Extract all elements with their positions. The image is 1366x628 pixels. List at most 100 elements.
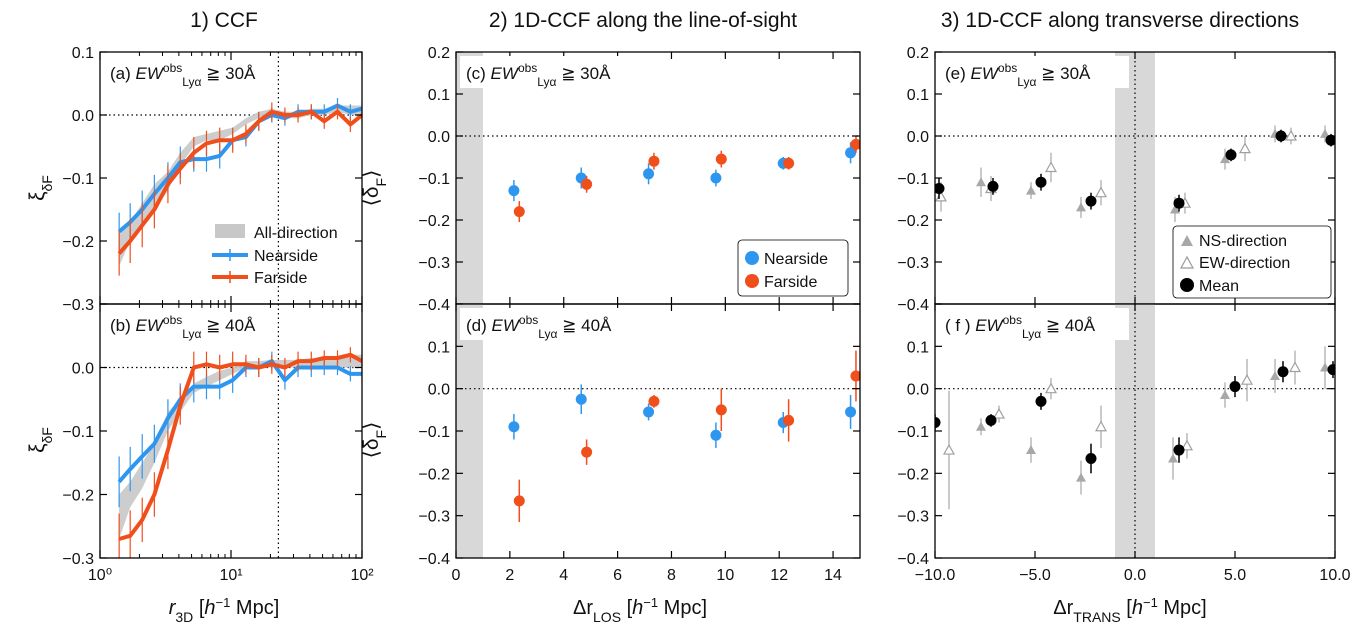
series-line — [118, 352, 362, 541]
data-point — [1327, 364, 1335, 376]
y-tick-label: −0.2 — [418, 213, 450, 230]
data-point — [976, 421, 986, 431]
legend-farside-marker — [745, 274, 759, 288]
data-point — [508, 421, 520, 433]
panel-label: (d) EWobsLyα ≧ 40Å — [466, 313, 612, 341]
data-point — [1320, 128, 1330, 138]
data-point — [935, 417, 941, 429]
series-farside — [513, 136, 860, 223]
data-point — [1173, 444, 1185, 456]
plot-frame — [99, 51, 363, 305]
data-point — [1220, 154, 1230, 164]
x-tick-label: −10.0 — [915, 567, 956, 584]
series-farside — [513, 350, 860, 523]
y-tick-label: −0.2 — [897, 213, 929, 230]
legend-label-farside: Farside — [764, 274, 817, 291]
y-tick-label: 0.0 — [428, 382, 450, 399]
data-point — [992, 407, 1006, 419]
xlabel-col2: ΔrLOS [h−1 Mpc] — [573, 595, 707, 626]
data-point — [1044, 161, 1058, 173]
xlabel-col1: r3D [h−1 Mpc] — [169, 595, 280, 626]
data-point — [1085, 453, 1097, 465]
ylabel-col1-bottom: ξδF — [26, 427, 55, 453]
series-ew-direction — [942, 350, 1302, 510]
x-tick-label: 0.0 — [1124, 567, 1146, 584]
plot-area — [100, 304, 362, 558]
data-point — [710, 429, 722, 441]
plot-area — [100, 52, 362, 304]
series-nearside — [508, 142, 857, 202]
y-tick-label: −0.1 — [62, 171, 94, 188]
legend-label-ns: NS-direction — [1199, 233, 1287, 250]
data-point — [648, 155, 660, 167]
data-point — [1035, 395, 1047, 407]
x-tick-label: −5.0 — [1019, 567, 1051, 584]
panel-label: (b) EWobsLyα ≧ 40Å — [110, 313, 256, 341]
data-point — [715, 404, 727, 416]
legend-label-ew: EW-direction — [1199, 255, 1290, 272]
data-point — [1220, 390, 1230, 400]
data-point — [581, 446, 593, 458]
y-tick-label: −0.1 — [897, 171, 929, 188]
legend-col2: Nearside Farside — [737, 239, 849, 297]
legend-band-swatch — [215, 224, 245, 238]
legend-col3: NS-direction EW-direction Mean — [1172, 225, 1332, 299]
data-point — [508, 185, 520, 197]
data-point — [1170, 204, 1180, 214]
series-line — [117, 109, 362, 255]
data-point — [575, 393, 587, 405]
data-point — [1238, 142, 1252, 154]
legend-label-all-direction: All-direction — [254, 225, 338, 242]
y-tick-label: −0.3 — [418, 255, 450, 272]
series-ns-direction — [935, 125, 1330, 223]
y-tick-label: 0.1 — [428, 339, 450, 356]
data-point — [1173, 197, 1185, 209]
data-point — [1076, 472, 1086, 482]
legend-label-nearside: Nearside — [254, 248, 318, 265]
all-direction-band — [119, 105, 362, 267]
x-tick-label: 10⁰ — [88, 567, 112, 584]
y-tick-label: 0.2 — [428, 45, 450, 62]
data-point — [1240, 373, 1254, 385]
data-point — [1026, 185, 1036, 195]
panel-d: 0.1 0.0 −0.1 −0.2 −0.3 −0.40 2 4 6 8 10 12 14 (d) EWo… — [418, 303, 861, 584]
x-tick-label: 12 — [770, 567, 788, 584]
data-point — [985, 414, 997, 426]
series-mean — [935, 129, 1335, 212]
series-farside — [117, 102, 362, 276]
data-point — [1270, 370, 1280, 380]
y-tick-label: 0.0 — [72, 108, 94, 125]
y-tick-label: −0.4 — [418, 551, 450, 568]
y-tick-label: −0.4 — [418, 297, 450, 314]
series-nearside — [508, 384, 857, 448]
legend-label-nearside: Nearside — [764, 251, 828, 268]
data-point — [850, 370, 860, 382]
panel-label-background — [939, 56, 1129, 88]
data-point — [1026, 445, 1036, 455]
legend-frame — [1172, 225, 1332, 299]
data-point — [581, 178, 593, 190]
y-tick-label: −0.3 — [62, 551, 94, 568]
y-tick-label: −0.1 — [62, 424, 94, 441]
x-tick-label: 4 — [559, 567, 568, 584]
y-tick-label: −0.3 — [62, 297, 94, 314]
series-mean — [935, 361, 1335, 474]
panel-a: 0.1 0.0 −0.1 −0.2 −0.3 (a) EWobsLyα ≧ 30Å — [62, 45, 363, 314]
y-tick-label: −0.3 — [418, 509, 450, 526]
data-point — [1275, 130, 1287, 142]
panel-label-background — [460, 56, 650, 88]
ylabel-col2-bottom: ⟨δF⟩ — [360, 422, 389, 459]
column-title-1: 1) CCF — [190, 9, 258, 32]
y-tick-label: 0.1 — [428, 87, 450, 104]
column-title-2: 2) 1D-CCF along the line-of-sight — [489, 9, 797, 32]
data-point — [1334, 144, 1335, 145]
xlabel-col3: ΔrTRANS [h−1 Mpc] — [1053, 595, 1206, 626]
data-point — [845, 406, 857, 418]
x-tick-label: 10 — [716, 567, 734, 584]
panel-label-background — [939, 308, 1129, 340]
y-tick-label: 0.1 — [907, 339, 929, 356]
data-point — [845, 147, 857, 159]
y-tick-label: 0.1 — [72, 45, 94, 62]
